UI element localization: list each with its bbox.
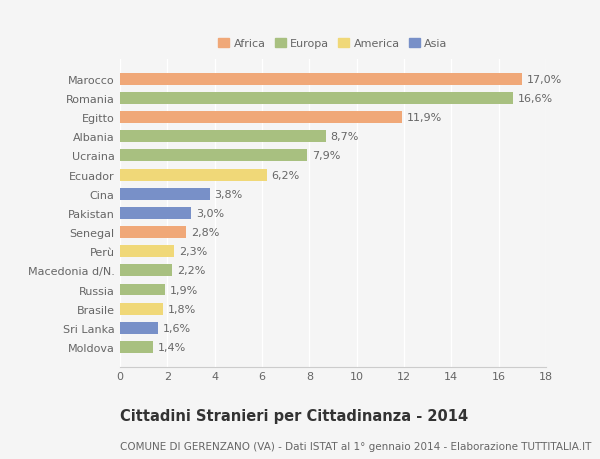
Legend: Africa, Europa, America, Asia: Africa, Europa, America, Asia <box>214 34 452 54</box>
Text: 1,9%: 1,9% <box>170 285 198 295</box>
Text: 6,2%: 6,2% <box>271 170 300 180</box>
Bar <box>120 227 186 239</box>
Text: 16,6%: 16,6% <box>518 94 553 104</box>
Bar <box>120 73 523 85</box>
Text: 2,3%: 2,3% <box>179 246 208 257</box>
Bar <box>120 112 401 124</box>
Text: 3,0%: 3,0% <box>196 208 224 218</box>
Text: 8,7%: 8,7% <box>331 132 359 142</box>
Text: 17,0%: 17,0% <box>527 75 562 84</box>
Bar <box>120 93 513 105</box>
Text: 2,2%: 2,2% <box>177 266 205 276</box>
Bar <box>120 265 172 277</box>
Text: 11,9%: 11,9% <box>406 113 442 123</box>
Bar <box>120 284 165 296</box>
Text: COMUNE DI GERENZANO (VA) - Dati ISTAT al 1° gennaio 2014 - Elaborazione TUTTITAL: COMUNE DI GERENZANO (VA) - Dati ISTAT al… <box>120 441 592 451</box>
Bar <box>120 150 307 162</box>
Bar <box>120 207 191 219</box>
Bar <box>120 169 267 181</box>
Text: 1,8%: 1,8% <box>167 304 196 314</box>
Bar <box>120 322 158 334</box>
Bar <box>120 303 163 315</box>
Bar <box>120 246 175 257</box>
Bar <box>120 131 326 143</box>
Text: 1,4%: 1,4% <box>158 342 186 352</box>
Text: 1,6%: 1,6% <box>163 323 191 333</box>
Text: 7,9%: 7,9% <box>312 151 340 161</box>
Bar <box>120 188 210 200</box>
Text: 3,8%: 3,8% <box>215 189 243 199</box>
Text: 2,8%: 2,8% <box>191 228 220 238</box>
Bar <box>120 341 153 353</box>
Text: Cittadini Stranieri per Cittadinanza - 2014: Cittadini Stranieri per Cittadinanza - 2… <box>120 409 468 424</box>
